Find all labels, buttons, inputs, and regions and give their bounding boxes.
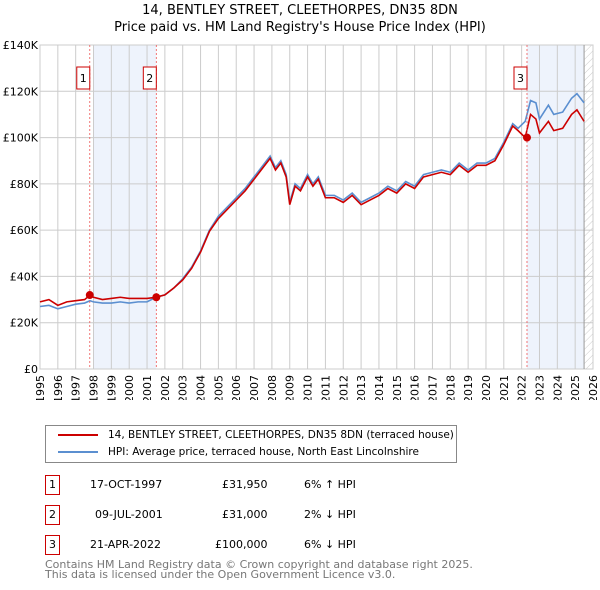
sale-row-1: 1 17-OCT-1997 £31,950 6% ↑ HPI (45, 475, 465, 495)
sale-marker-box (142, 66, 157, 90)
sale-marker-number: 3 (517, 72, 524, 85)
sale-hpi-diff: 6% ↑ HPI (304, 478, 356, 491)
y-tick-label: £80K (10, 178, 39, 191)
x-tick-label: 2025 (569, 375, 582, 400)
legend-property: 14, BENTLEY STREET, CLEETHORPES, DN35 8D… (108, 429, 454, 441)
x-tick-label: 2009 (284, 375, 297, 400)
y-tick-label: £20K (10, 317, 39, 330)
sale-point (85, 291, 94, 300)
x-tick-label: 2014 (373, 375, 386, 400)
sale-row-3: 3 21-APR-2022 £100,000 6% ↓ HPI (45, 535, 465, 555)
chart-legend: 14, BENTLEY STREET, CLEETHORPES, DN35 8D… (45, 425, 457, 463)
sale-date: 17-OCT-1997 (90, 478, 163, 491)
x-tick-label: 2004 (195, 375, 208, 400)
x-tick-label: 2006 (230, 375, 243, 400)
x-tick-label: 2001 (141, 375, 154, 400)
y-tick-label: £140K (3, 39, 39, 52)
x-tick-label: 2002 (159, 375, 172, 400)
y-tick-label: £60K (10, 224, 39, 237)
hpi-line (39, 92, 585, 310)
sale-hpi-diff: 2% ↓ HPI (304, 508, 356, 521)
price-chart: 1995 1996 1997 1998 1999 2000 2001 2002 2003 2004… (3, 39, 600, 400)
x-tick-label: 2011 (319, 375, 332, 400)
legend-blue-line (58, 451, 98, 453)
sale-row-2: 2 09-JUL-2001 £31,000 2% ↓ HPI (45, 505, 465, 525)
sale-marker-label: 1 (45, 475, 60, 495)
x-tick-label: 2008 (266, 375, 279, 400)
footer: Contains HM Land Registry data © Crown c… (45, 558, 473, 581)
y-tick-label: £40K (10, 270, 39, 283)
x-tick-label: 1997 (70, 375, 83, 400)
sale-hpi-diff: 6% ↓ HPI (304, 538, 356, 551)
chart-title: 14, BENTLEY STREET, CLEETHORPES, DN35 8D… (142, 3, 458, 18)
x-tick-label: 2010 (302, 375, 315, 400)
y-tick-label: £0 (24, 363, 38, 376)
x-tick-label: 2013 (355, 375, 368, 400)
x-tick-label: 2022 (516, 375, 529, 400)
x-tick-label: 1995 (34, 375, 47, 400)
sale-price: £31,000 (222, 508, 268, 521)
x-tick-label: 2023 (533, 375, 546, 400)
sale-date: 09-JUL-2001 (95, 508, 163, 521)
x-tick-label: 1998 (88, 375, 101, 400)
chart-subtitle: Price paid vs. HM Land Registry's House … (114, 20, 486, 35)
plot-frame (39, 44, 594, 370)
x-tick-label: 2018 (444, 375, 457, 400)
sale-price: £31,950 (222, 478, 268, 491)
x-tick-label: 1996 (52, 375, 65, 400)
x-tick-label: 2000 (123, 375, 136, 400)
sale-point (152, 293, 161, 302)
sale-date: 21-APR-2022 (90, 538, 162, 551)
sale-marker-box (513, 66, 528, 90)
x-tick-label: 2007 (248, 375, 261, 400)
x-tick-label: 2021 (498, 375, 511, 400)
x-tick-label: 2005 (212, 375, 225, 400)
shaded-period (93, 45, 157, 369)
x-tick-label: 2020 (480, 375, 493, 400)
x-tick-label: 2017 (426, 375, 439, 400)
x-tick-label: 2019 (462, 375, 475, 400)
shaded-period (526, 45, 585, 369)
sale-marker-number: 1 (80, 72, 87, 85)
sale-marker-label: 3 (45, 535, 60, 555)
x-tick-label: 2012 (337, 375, 350, 400)
sale-point (522, 133, 531, 142)
x-tick-label: 2016 (409, 375, 422, 400)
legend-hpi: HPI: Average price, terraced house, Nort… (108, 446, 419, 458)
sale-marker-number: 2 (146, 72, 153, 85)
x-tick-label: 2015 (391, 375, 404, 400)
property-price-line (39, 108, 585, 307)
footer-line-2: This data is licensed under the Open Gov… (45, 568, 396, 581)
sale-marker-box (76, 66, 91, 90)
x-tick-label: 2003 (177, 375, 190, 400)
x-tick-label: 2024 (551, 375, 564, 400)
legend-red-line (58, 434, 98, 436)
sale-marker-label: 2 (45, 505, 60, 525)
x-tick-label: 2026 (587, 375, 600, 400)
y-tick-label: £120K (3, 85, 39, 98)
footer-line-1: Contains HM Land Registry data © Crown c… (45, 558, 473, 571)
x-tick-label: 1999 (105, 375, 118, 400)
forecast-hatch (584, 45, 593, 369)
sale-price: £100,000 (215, 538, 268, 551)
y-tick-label: £100K (3, 132, 39, 145)
